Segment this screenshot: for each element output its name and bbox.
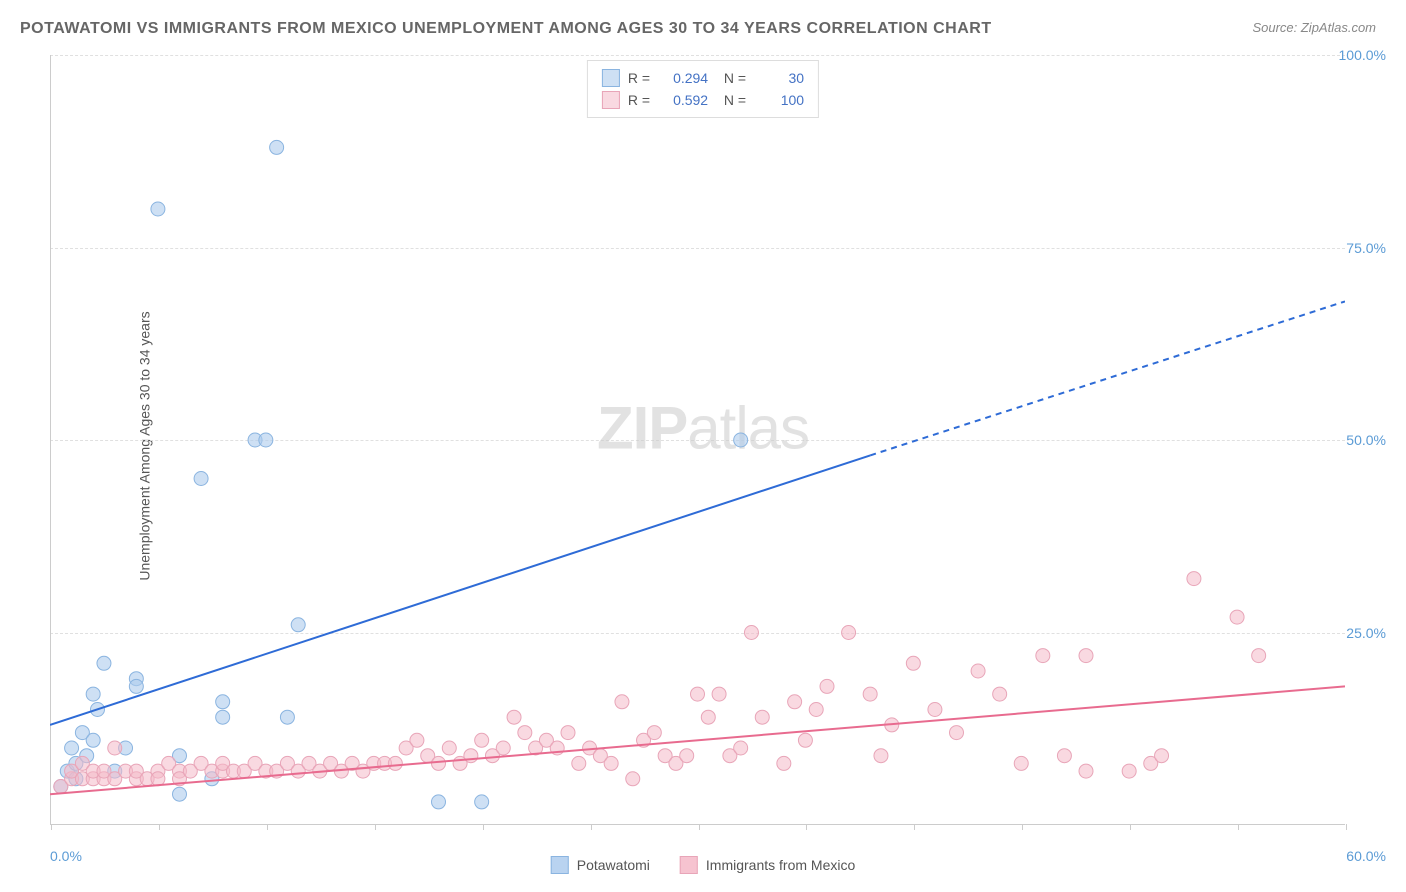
- x-axis-min-label: 0.0%: [50, 848, 82, 864]
- data-point-immigrants-from-mexico: [518, 726, 532, 740]
- trend-line-dashed-potawatomi: [870, 301, 1345, 455]
- data-point-immigrants-from-mexico: [744, 626, 758, 640]
- x-tick: [1346, 824, 1347, 830]
- trend-line-potawatomi: [50, 455, 870, 725]
- legend-item-2: Immigrants from Mexico: [680, 856, 855, 874]
- legend-stats: R = 0.294 N = 30 R = 0.592 N = 100: [587, 60, 819, 118]
- data-point-immigrants-from-mexico: [993, 687, 1007, 701]
- data-point-immigrants-from-mexico: [626, 772, 640, 786]
- data-point-immigrants-from-mexico: [874, 749, 888, 763]
- y-tick-label: 100.0%: [1339, 47, 1386, 63]
- data-point-immigrants-from-mexico: [464, 749, 478, 763]
- data-point-immigrants-from-mexico: [1079, 649, 1093, 663]
- stat-r-series-1: 0.294: [658, 70, 708, 86]
- chart-container: POTAWATOMI VS IMMIGRANTS FROM MEXICO UNE…: [0, 0, 1406, 892]
- data-point-immigrants-from-mexico: [788, 695, 802, 709]
- stat-label-r: R =: [628, 70, 650, 86]
- data-point-immigrants-from-mexico: [755, 710, 769, 724]
- data-point-potawatomi: [291, 618, 305, 632]
- legend-label-2: Immigrants from Mexico: [706, 857, 855, 873]
- data-point-immigrants-from-mexico: [680, 749, 694, 763]
- data-point-immigrants-from-mexico: [615, 695, 629, 709]
- data-point-immigrants-from-mexico: [507, 710, 521, 724]
- plot-svg: [50, 55, 1345, 825]
- y-tick-label: 75.0%: [1346, 240, 1386, 256]
- legend-swatch-series-2: [602, 91, 620, 109]
- trend-line-immigrants-from-mexico: [50, 686, 1345, 794]
- data-point-immigrants-from-mexico: [712, 687, 726, 701]
- legend-swatch-1: [551, 856, 569, 874]
- legend-item-1: Potawatomi: [551, 856, 650, 874]
- data-point-immigrants-from-mexico: [1122, 764, 1136, 778]
- data-point-potawatomi: [734, 433, 748, 447]
- stat-label-n: N =: [716, 70, 746, 86]
- data-point-potawatomi: [280, 710, 294, 724]
- data-point-immigrants-from-mexico: [151, 772, 165, 786]
- data-point-immigrants-from-mexico: [777, 756, 791, 770]
- data-point-immigrants-from-mexico: [604, 756, 618, 770]
- data-point-immigrants-from-mexico: [928, 703, 942, 717]
- data-point-potawatomi: [216, 695, 230, 709]
- data-point-potawatomi: [432, 795, 446, 809]
- chart-title: POTAWATOMI VS IMMIGRANTS FROM MEXICO UNE…: [20, 20, 992, 38]
- data-point-immigrants-from-mexico: [809, 703, 823, 717]
- stat-n-series-2: 100: [754, 92, 804, 108]
- data-point-immigrants-from-mexico: [572, 756, 586, 770]
- data-point-immigrants-from-mexico: [108, 741, 122, 755]
- data-point-potawatomi: [65, 741, 79, 755]
- data-point-potawatomi: [259, 433, 273, 447]
- data-point-immigrants-from-mexico: [971, 664, 985, 678]
- data-point-potawatomi: [86, 733, 100, 747]
- data-point-immigrants-from-mexico: [1014, 756, 1028, 770]
- legend-label-1: Potawatomi: [577, 857, 650, 873]
- data-point-immigrants-from-mexico: [1187, 572, 1201, 586]
- data-point-immigrants-from-mexico: [798, 733, 812, 747]
- data-point-immigrants-from-mexico: [410, 733, 424, 747]
- y-tick-label: 25.0%: [1346, 625, 1386, 641]
- legend-series: Potawatomi Immigrants from Mexico: [551, 856, 856, 874]
- data-point-immigrants-from-mexico: [863, 687, 877, 701]
- data-point-potawatomi: [151, 202, 165, 216]
- data-point-potawatomi: [270, 140, 284, 154]
- legend-stats-row-2: R = 0.592 N = 100: [602, 89, 804, 111]
- data-point-potawatomi: [194, 472, 208, 486]
- stat-n-series-1: 30: [754, 70, 804, 86]
- data-point-immigrants-from-mexico: [496, 741, 510, 755]
- data-point-potawatomi: [86, 687, 100, 701]
- source-attribution: Source: ZipAtlas.com: [1252, 20, 1376, 35]
- data-point-immigrants-from-mexico: [734, 741, 748, 755]
- data-point-potawatomi: [173, 787, 187, 801]
- data-point-potawatomi: [129, 679, 143, 693]
- data-point-immigrants-from-mexico: [1230, 610, 1244, 624]
- legend-swatch-series-1: [602, 69, 620, 87]
- data-point-immigrants-from-mexico: [475, 733, 489, 747]
- data-point-immigrants-from-mexico: [388, 756, 402, 770]
- data-point-potawatomi: [97, 656, 111, 670]
- data-point-immigrants-from-mexico: [906, 656, 920, 670]
- data-point-immigrants-from-mexico: [842, 626, 856, 640]
- data-point-immigrants-from-mexico: [820, 679, 834, 693]
- data-point-immigrants-from-mexico: [432, 756, 446, 770]
- data-point-potawatomi: [475, 795, 489, 809]
- x-axis-max-label: 60.0%: [1346, 848, 1386, 864]
- legend-stats-row-1: R = 0.294 N = 30: [602, 67, 804, 89]
- data-point-immigrants-from-mexico: [701, 710, 715, 724]
- data-point-immigrants-from-mexico: [561, 726, 575, 740]
- stat-label-r: R =: [628, 92, 650, 108]
- data-point-immigrants-from-mexico: [442, 741, 456, 755]
- stat-r-series-2: 0.592: [658, 92, 708, 108]
- y-tick-label: 50.0%: [1346, 432, 1386, 448]
- stat-label-n: N =: [716, 92, 746, 108]
- data-point-immigrants-from-mexico: [1155, 749, 1169, 763]
- data-point-immigrants-from-mexico: [1079, 764, 1093, 778]
- data-point-immigrants-from-mexico: [1252, 649, 1266, 663]
- data-point-potawatomi: [216, 710, 230, 724]
- data-point-immigrants-from-mexico: [1036, 649, 1050, 663]
- legend-swatch-2: [680, 856, 698, 874]
- data-point-immigrants-from-mexico: [1057, 749, 1071, 763]
- data-point-immigrants-from-mexico: [691, 687, 705, 701]
- data-point-immigrants-from-mexico: [950, 726, 964, 740]
- data-point-immigrants-from-mexico: [647, 726, 661, 740]
